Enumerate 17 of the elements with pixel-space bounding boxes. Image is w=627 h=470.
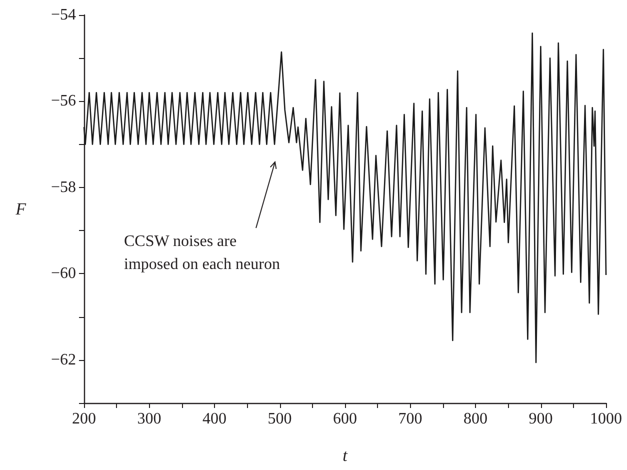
y-axis-title: F [14, 200, 27, 218]
x-tick-label: 900 [528, 410, 553, 428]
y-tick-label: −54 [50, 6, 76, 24]
x-tick-label: 800 [464, 410, 488, 428]
x-tick-label: 600 [333, 410, 357, 428]
x-tick-label: 500 [268, 410, 292, 428]
y-tick-label: −58 [50, 178, 76, 196]
x-tick-label: 1000 [590, 410, 622, 428]
x-tick-label: 200 [72, 410, 96, 428]
y-tick-label: −60 [50, 265, 76, 282]
y-tick-label: −62 [50, 351, 76, 368]
y-tick-label: −56 [50, 92, 76, 110]
annotation: CCSW noises are imposed on each neuron [124, 233, 280, 273]
x-axis-title: t [342, 446, 349, 465]
x-tick-label: 700 [398, 410, 422, 428]
x-tick-label: 300 [137, 410, 162, 428]
x-tick-label: 400 [202, 410, 226, 428]
